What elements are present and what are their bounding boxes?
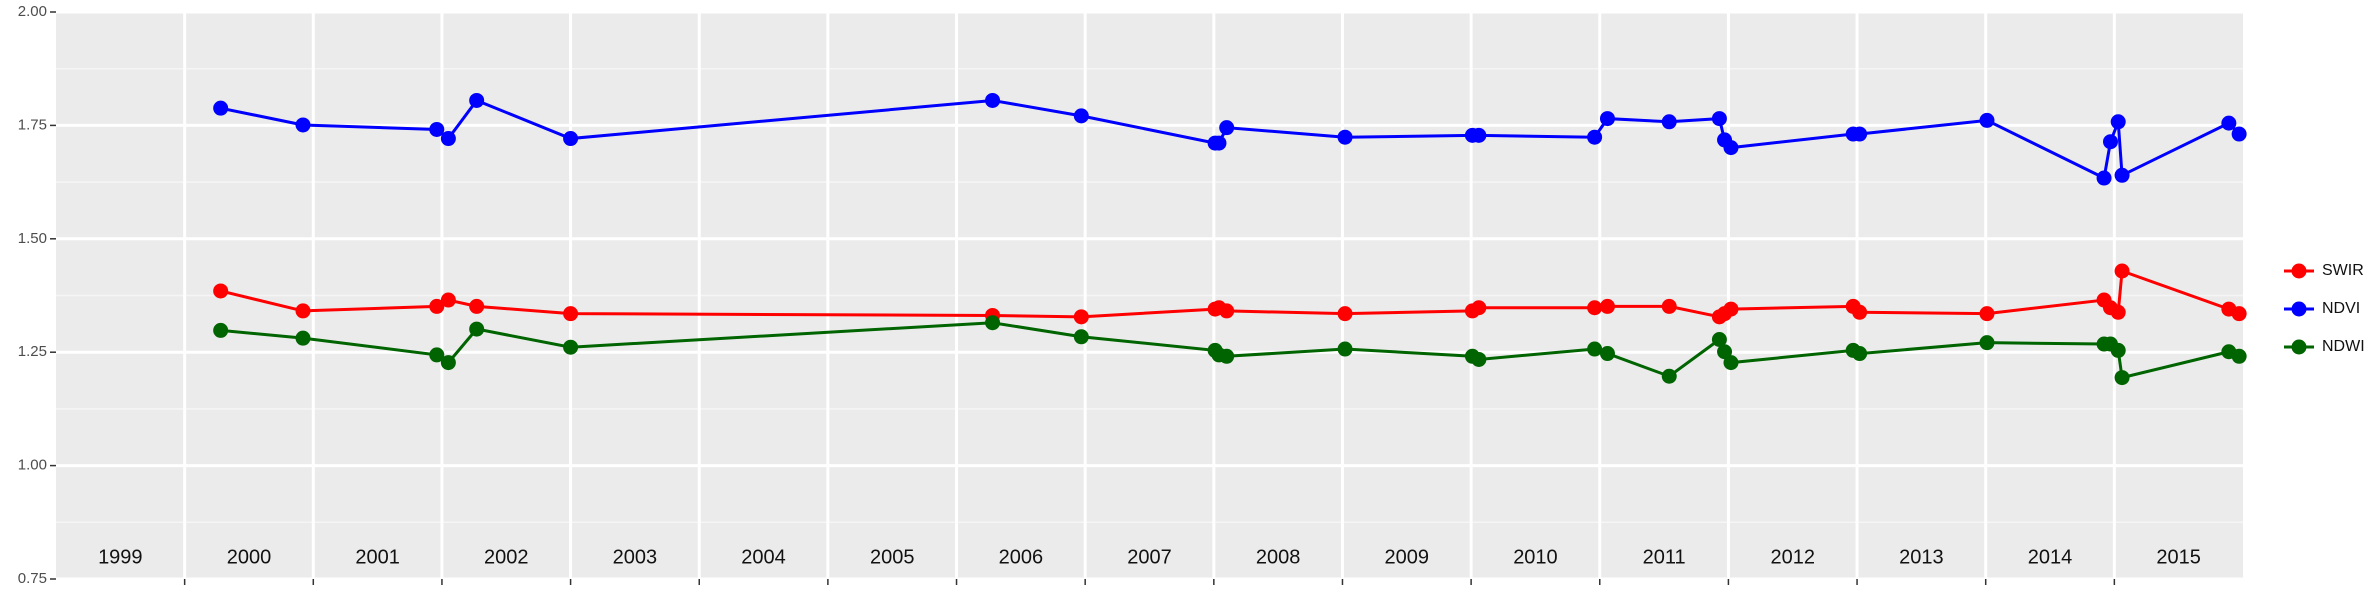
point bbox=[2110, 304, 2126, 320]
point bbox=[429, 121, 445, 137]
x-category-label: 2003 bbox=[613, 546, 658, 568]
point bbox=[1723, 301, 1739, 317]
x-category-label: 2011 bbox=[1643, 546, 1686, 568]
point bbox=[295, 303, 311, 319]
x-category-label: 1999 bbox=[98, 546, 143, 568]
point bbox=[469, 321, 485, 337]
point bbox=[2231, 348, 2247, 364]
point bbox=[1717, 344, 1733, 360]
point bbox=[469, 92, 485, 108]
legend-label: NDWI bbox=[2322, 338, 2365, 355]
x-category-label: 2013 bbox=[1899, 546, 1944, 568]
point bbox=[1711, 111, 1727, 127]
point bbox=[440, 131, 456, 147]
point bbox=[2231, 306, 2247, 322]
x-category-label: 2001 bbox=[355, 546, 400, 568]
point bbox=[2114, 167, 2130, 183]
point bbox=[429, 298, 445, 314]
point bbox=[2231, 126, 2247, 142]
legend-key-point bbox=[2291, 301, 2307, 317]
y-tick-label: 0.75 bbox=[18, 570, 47, 587]
point bbox=[1337, 306, 1353, 322]
point bbox=[1711, 331, 1727, 347]
point bbox=[469, 298, 485, 314]
point bbox=[213, 322, 229, 338]
point bbox=[1219, 303, 1235, 319]
x-category-label: 2005 bbox=[870, 546, 915, 568]
x-category-label: 2015 bbox=[2156, 546, 2201, 568]
point bbox=[1661, 298, 1677, 314]
point bbox=[1661, 368, 1677, 384]
point bbox=[1587, 300, 1603, 316]
point bbox=[1073, 108, 1089, 124]
point bbox=[563, 339, 579, 355]
point bbox=[1471, 300, 1487, 316]
point bbox=[2114, 370, 2130, 386]
point bbox=[440, 292, 456, 308]
point bbox=[563, 131, 579, 147]
point bbox=[2102, 134, 2118, 150]
point bbox=[1471, 351, 1487, 367]
point bbox=[1852, 346, 1868, 362]
point bbox=[440, 355, 456, 371]
y-tick-label: 1.50 bbox=[18, 230, 47, 247]
legend-label: SWIR bbox=[2322, 262, 2364, 279]
point bbox=[985, 315, 1001, 331]
x-category-label: 2006 bbox=[999, 546, 1044, 568]
point bbox=[429, 347, 445, 363]
y-tick-label: 1.75 bbox=[18, 116, 47, 133]
y-tick-label: 1.00 bbox=[18, 457, 47, 474]
point bbox=[563, 306, 579, 322]
point bbox=[1073, 329, 1089, 345]
point bbox=[295, 330, 311, 346]
x-category-label: 2014 bbox=[2028, 546, 2073, 568]
point bbox=[1979, 335, 1995, 351]
point bbox=[2221, 115, 2237, 131]
point bbox=[1471, 127, 1487, 143]
point bbox=[213, 283, 229, 299]
point bbox=[1211, 135, 1227, 151]
point bbox=[1073, 309, 1089, 325]
point bbox=[1661, 114, 1677, 130]
legend-key-point bbox=[2291, 339, 2307, 355]
point bbox=[213, 100, 229, 116]
point bbox=[1599, 298, 1615, 314]
point bbox=[985, 92, 1001, 108]
legend-key-point bbox=[2291, 263, 2307, 279]
y-tick-label: 1.25 bbox=[18, 343, 47, 360]
point bbox=[1599, 111, 1615, 127]
point bbox=[2114, 263, 2130, 279]
point bbox=[1587, 341, 1603, 357]
x-category-label: 2004 bbox=[741, 546, 786, 568]
point bbox=[1979, 306, 1995, 322]
point bbox=[1852, 126, 1868, 142]
point bbox=[1587, 129, 1603, 145]
point bbox=[2110, 114, 2126, 130]
point bbox=[1337, 129, 1353, 145]
x-category-label: 2002 bbox=[484, 546, 529, 568]
point bbox=[1852, 304, 1868, 320]
x-category-label: 2010 bbox=[1513, 546, 1558, 568]
point bbox=[1979, 112, 1995, 128]
x-category-label: 2000 bbox=[227, 546, 272, 568]
point bbox=[2096, 170, 2112, 186]
point bbox=[295, 117, 311, 133]
point bbox=[2110, 342, 2126, 358]
x-category-label: 2009 bbox=[1385, 546, 1430, 568]
point bbox=[1723, 355, 1739, 371]
point bbox=[1337, 341, 1353, 357]
x-category-label: 2008 bbox=[1256, 546, 1301, 568]
x-category-label: 2012 bbox=[1770, 546, 1815, 568]
point bbox=[1599, 346, 1615, 362]
point bbox=[1219, 348, 1235, 364]
legend-label: NDVI bbox=[2322, 300, 2360, 317]
point bbox=[1723, 140, 1739, 156]
x-category-label: 2007 bbox=[1127, 546, 1172, 568]
y-tick-label: 2.00 bbox=[18, 3, 47, 20]
point bbox=[1219, 120, 1235, 136]
